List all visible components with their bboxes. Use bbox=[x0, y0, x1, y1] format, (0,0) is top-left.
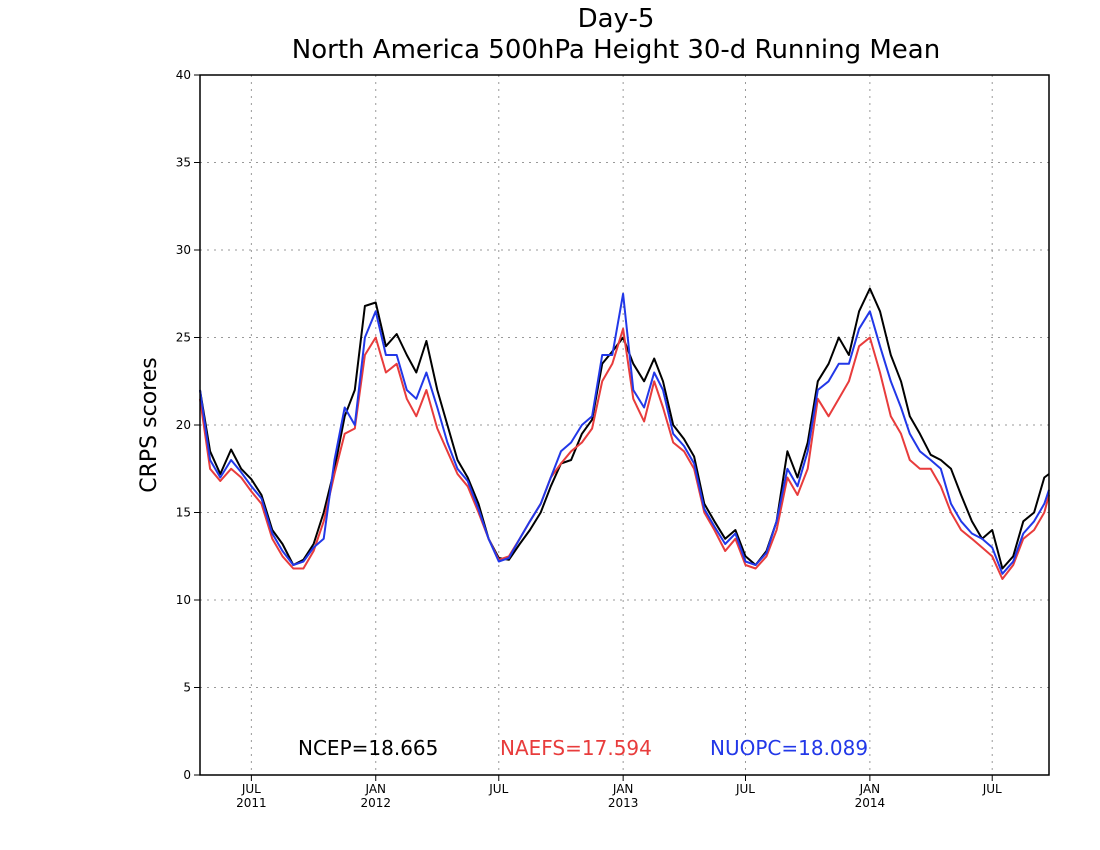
y-tick-label: 0 bbox=[183, 768, 191, 782]
series-layer bbox=[199, 287, 1050, 580]
legend-stats: NCEP=18.665 NAEFS=17.594 NUOPC=18.089 bbox=[298, 736, 868, 760]
y-tick-label: 20 bbox=[176, 418, 191, 432]
y-tick-label: 15 bbox=[176, 506, 191, 520]
series-line-ncep bbox=[199, 287, 1050, 570]
y-tick-label: 40 bbox=[176, 68, 191, 82]
chart-title: Day-5 bbox=[578, 4, 655, 34]
x-tick-label: JUL bbox=[241, 782, 261, 796]
chart-subtitle: North America 500hPa Height 30-d Running… bbox=[292, 35, 940, 65]
x-tick-year-label: 2013 bbox=[608, 796, 639, 810]
x-tick-label: JAN bbox=[859, 782, 881, 796]
y-tick-label: 10 bbox=[176, 593, 191, 607]
series-line-nuopc bbox=[199, 292, 1050, 575]
y-tick-label: 35 bbox=[176, 156, 191, 170]
y-axis-label: CRPS scores bbox=[137, 357, 162, 492]
series-line-naefs bbox=[199, 327, 1050, 580]
x-tick-label: JAN bbox=[364, 782, 386, 796]
x-tick-year-label: 2012 bbox=[360, 796, 391, 810]
legend-stat-3: NUOPC=18.089 bbox=[710, 736, 868, 760]
legend-stat-2: NAEFS=17.594 bbox=[500, 736, 652, 760]
x-tick-label: JAN bbox=[612, 782, 634, 796]
y-tick-label: 30 bbox=[176, 243, 191, 257]
x-tick-label: JUL bbox=[982, 782, 1002, 796]
grid-layer bbox=[200, 75, 1049, 775]
x-tick-year-label: 2011 bbox=[236, 796, 267, 810]
legend-stat-1: NCEP=18.665 bbox=[298, 736, 438, 760]
x-tick-label: JUL bbox=[488, 782, 508, 796]
y-tick-label: 5 bbox=[183, 681, 191, 695]
x-tick-label: JUL bbox=[735, 782, 755, 796]
y-tick-label: 25 bbox=[176, 331, 191, 345]
x-tick-year-label: 2014 bbox=[855, 796, 886, 810]
